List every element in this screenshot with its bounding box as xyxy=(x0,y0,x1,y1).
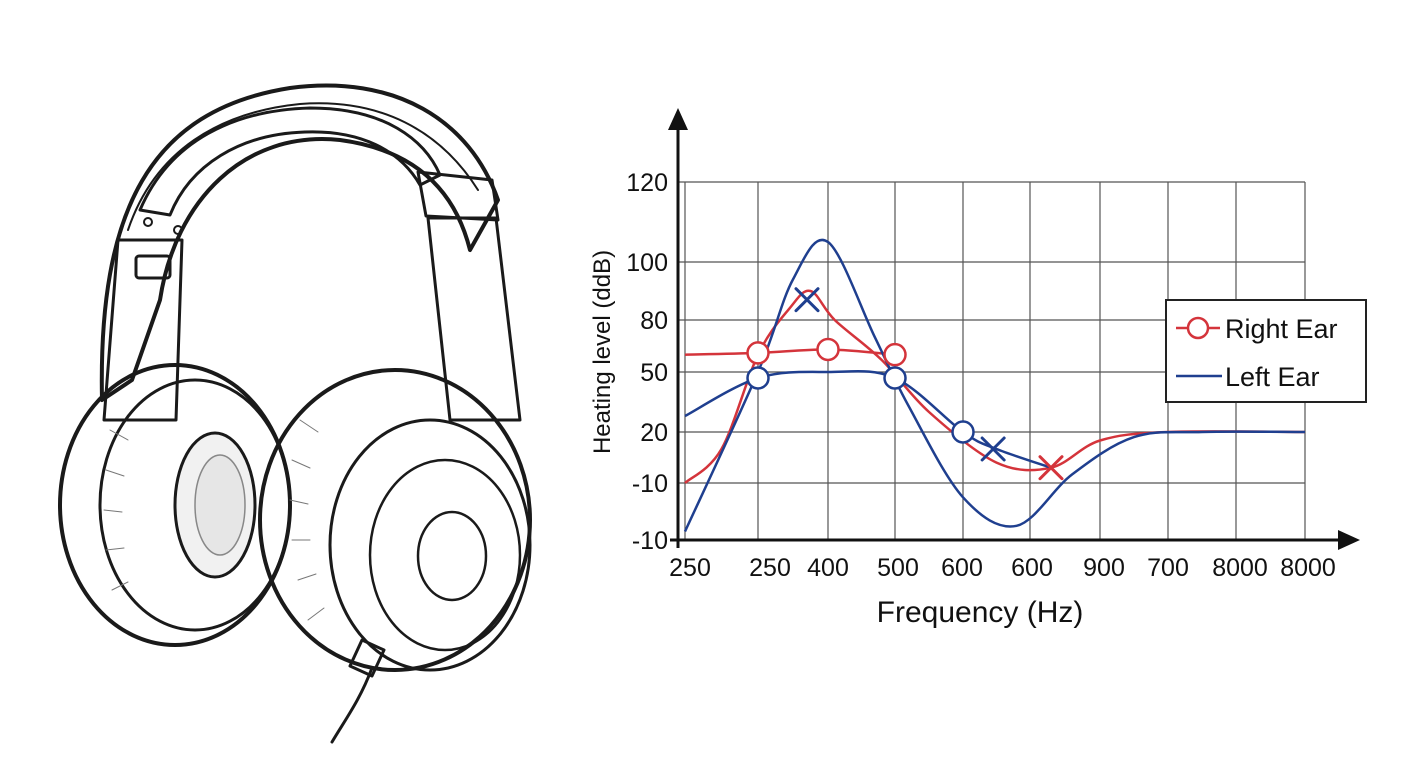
right-earcup-ring xyxy=(368,458,522,652)
x-tick-label: 700 xyxy=(1147,554,1189,582)
left-slider xyxy=(102,238,184,422)
x-axis-title: Frequency (Hz) xyxy=(877,596,1084,629)
right-ear-circle-marker xyxy=(816,337,840,362)
cushion-hatching xyxy=(103,419,325,621)
right-earcup-shell xyxy=(328,418,532,672)
y-tick-label: 120 xyxy=(626,169,668,197)
x-tick-label: 8000 xyxy=(1212,554,1268,582)
legend-left-ear-label: Left Ear xyxy=(1225,362,1320,392)
x-tick-label: 8000 xyxy=(1280,554,1336,582)
chart-legend: Right Ear Left Ear xyxy=(1165,299,1367,403)
right-earcup-center xyxy=(416,510,488,602)
left-slider-button xyxy=(134,254,172,280)
y-tick-label: 20 xyxy=(640,419,668,447)
left-hinge-screw xyxy=(143,217,153,227)
x-tick-label: 500 xyxy=(877,554,919,582)
x-tick-label: 900 xyxy=(1083,554,1125,582)
x-axis-arrow xyxy=(1338,530,1360,550)
headband-padding xyxy=(138,106,442,217)
series-markers xyxy=(746,287,1064,481)
y-tick-label: 80 xyxy=(640,307,668,335)
right-ear-circle-marker xyxy=(746,341,770,365)
left-earcup-cushion xyxy=(98,378,292,632)
x-tick-label: 600 xyxy=(1011,554,1053,582)
right-ear-x-marker xyxy=(1038,455,1064,481)
right-earcup-cushion xyxy=(258,368,532,672)
y-tick-label: -10 xyxy=(632,470,668,498)
x-tick-label: 250 xyxy=(669,554,711,582)
legend-right-ear-label: Right Ear xyxy=(1225,314,1338,344)
legend-right-ear-marker xyxy=(1186,316,1210,340)
right-ear-threshold-line xyxy=(684,348,896,356)
left-ear-circle-marker xyxy=(951,420,975,444)
right-slider-joint xyxy=(416,170,500,222)
right-ear-circle-marker xyxy=(883,342,907,367)
left-ear-curve xyxy=(683,238,1306,533)
x-tick-labels: 250 250 400 500 600 600 900 700 8000 8000 xyxy=(669,554,1336,582)
x-tick-label: 250 xyxy=(749,554,791,582)
chart-axes xyxy=(668,108,1360,550)
headphones-illustration xyxy=(58,83,532,744)
y-tick-label: -10 xyxy=(632,527,668,555)
y-axis-title: Heating level (ddB) xyxy=(589,250,616,454)
audiogram-chart: 120 100 80 50 20 -10 -10 250 250 400 500 600 600 900… xyxy=(589,108,1367,629)
y-tick-label: 100 xyxy=(626,249,668,277)
y-tick-label: 50 xyxy=(640,359,668,387)
right-slider xyxy=(426,216,522,422)
x-tick-label: 600 xyxy=(941,554,983,582)
left-hinge-screw-2 xyxy=(173,225,183,235)
cable-plug xyxy=(348,638,386,678)
left-ear-circle-marker xyxy=(746,366,770,390)
left-earcup-opening-shadow xyxy=(194,454,246,556)
y-axis-arrow xyxy=(668,108,688,130)
headband-inner-line xyxy=(127,102,479,231)
x-tick-label: 400 xyxy=(807,554,849,582)
left-ear-circle-marker xyxy=(883,366,907,390)
left-ear-x-marker xyxy=(794,287,820,313)
headphone-cable xyxy=(330,666,374,744)
left-ear-x-marker xyxy=(980,436,1006,462)
y-tick-labels: 120 100 80 50 20 -10 -10 xyxy=(626,169,668,555)
